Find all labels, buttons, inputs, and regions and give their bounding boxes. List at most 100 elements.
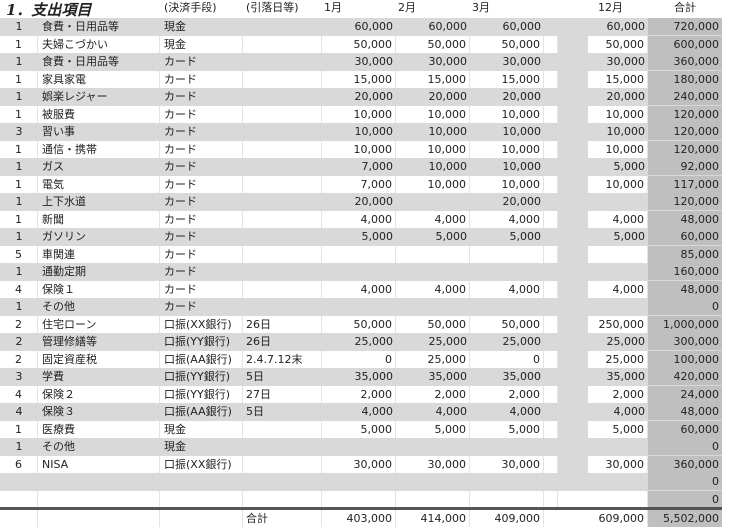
row-total[interactable]: 48,000	[648, 210, 722, 228]
debit-date[interactable]	[243, 88, 322, 105]
amount-feb[interactable]: 35,000	[428, 370, 468, 383]
amount-dec[interactable]: 50,000	[588, 35, 648, 53]
row-total[interactable]: 120,000	[648, 105, 722, 123]
payment-method[interactable]: カード	[164, 55, 197, 68]
amount-mar[interactable]: 50,000	[470, 315, 544, 333]
amount-jan[interactable]: 30,000	[322, 455, 396, 473]
item-name[interactable]: 食費・日用品等	[42, 20, 119, 33]
category-number[interactable]: 1	[15, 195, 23, 208]
item-name[interactable]: 食費・日用品等	[42, 55, 119, 68]
amount-feb[interactable]: 15,000	[396, 70, 470, 88]
amount-jan[interactable]: 20,000	[354, 90, 394, 103]
payment-method[interactable]: 口振(AA銀行)	[164, 405, 232, 418]
category-number[interactable]: 1	[0, 210, 38, 228]
total-m1[interactable]: 403,000	[322, 510, 396, 527]
amount-dec[interactable]: 2,000	[588, 385, 648, 403]
payment-method[interactable]: カード	[160, 245, 243, 263]
amount-mar[interactable]	[470, 298, 544, 315]
amount-jan[interactable]: 10,000	[322, 140, 396, 158]
category-number[interactable]: 5	[0, 245, 38, 263]
category-number[interactable]: 4	[0, 385, 38, 403]
amount-dec[interactable]: 20,000	[606, 90, 646, 103]
amount-mar[interactable]	[470, 490, 544, 508]
total-m2[interactable]: 414,000	[396, 510, 470, 527]
amount-feb[interactable]	[396, 473, 470, 490]
payment-method[interactable]: カード	[160, 105, 243, 123]
amount-dec[interactable]	[588, 298, 648, 315]
category-number[interactable]	[0, 490, 38, 508]
amount-feb[interactable]: 10,000	[396, 175, 470, 193]
payment-method[interactable]: 現金	[160, 420, 243, 438]
amount-feb[interactable]	[396, 298, 470, 315]
item-name[interactable]: 車関連	[38, 245, 160, 263]
amount-mar[interactable]: 10,000	[470, 175, 544, 193]
row-total[interactable]: 117,000	[648, 175, 722, 193]
item-name[interactable]: 上下水道	[42, 195, 86, 208]
debit-date[interactable]	[243, 193, 322, 210]
amount-mar[interactable]: 4,000	[470, 280, 544, 298]
debit-date[interactable]	[243, 175, 322, 193]
amount-jan[interactable]: 4,000	[361, 405, 394, 418]
amount-mar[interactable]: 30,000	[470, 455, 544, 473]
amount-jan[interactable]: 20,000	[354, 195, 394, 208]
payment-method[interactable]: カード	[164, 230, 197, 243]
payment-method[interactable]: カード	[164, 300, 197, 313]
amount-dec[interactable]: 4,000	[588, 210, 648, 228]
amount-jan[interactable]	[322, 490, 396, 508]
amount-jan[interactable]	[322, 263, 396, 280]
row-total[interactable]: 120,000	[648, 123, 722, 140]
amount-jan[interactable]: 7,000	[322, 175, 396, 193]
amount-jan[interactable]	[322, 245, 396, 263]
amount-mar[interactable]: 25,000	[502, 335, 542, 348]
payment-method[interactable]: 口振(XX銀行)	[160, 315, 243, 333]
amount-jan[interactable]: 50,000	[322, 35, 396, 53]
category-number[interactable]: 1	[15, 300, 23, 313]
row-total[interactable]: 120,000	[648, 193, 722, 210]
row-total[interactable]: 48,000	[648, 403, 722, 420]
amount-mar[interactable]: 20,000	[502, 90, 542, 103]
row-total[interactable]: 300,000	[648, 333, 722, 350]
row-total[interactable]: 720,000	[648, 18, 722, 35]
amount-feb[interactable]: 10,000	[396, 140, 470, 158]
amount-dec[interactable]	[588, 438, 648, 455]
debit-date[interactable]	[243, 490, 322, 508]
amount-dec[interactable]: 4,000	[588, 280, 648, 298]
payment-method[interactable]: 現金	[164, 20, 186, 33]
row-total[interactable]: 60,000	[648, 420, 722, 438]
debit-date[interactable]: 26日	[246, 335, 271, 348]
amount-feb[interactable]: 2,000	[396, 385, 470, 403]
amount-mar[interactable]: 4,000	[509, 405, 542, 418]
amount-mar[interactable]: 10,000	[502, 125, 542, 138]
amount-mar[interactable]: 5,000	[470, 420, 544, 438]
amount-mar[interactable]: 10,000	[502, 160, 542, 173]
debit-date[interactable]	[243, 438, 322, 455]
amount-dec[interactable]: 5,000	[588, 420, 648, 438]
category-number[interactable]: 2	[15, 335, 23, 348]
amount-feb[interactable]: 4,000	[396, 280, 470, 298]
amount-dec[interactable]	[588, 193, 648, 210]
amount-jan[interactable]: 35,000	[354, 370, 394, 383]
category-number[interactable]: 1	[0, 420, 38, 438]
category-number[interactable]: 3	[15, 370, 23, 383]
payment-method[interactable]: 口振(AA銀行)	[160, 350, 243, 368]
category-number[interactable]: 1	[15, 20, 23, 33]
category-number[interactable]	[0, 473, 38, 490]
debit-date[interactable]	[243, 298, 322, 315]
amount-feb[interactable]: 10,000	[428, 125, 468, 138]
amount-mar[interactable]: 20,000	[502, 195, 542, 208]
debit-date[interactable]	[243, 263, 322, 280]
category-number[interactable]: 1	[15, 90, 23, 103]
row-total[interactable]: 120,000	[648, 140, 722, 158]
amount-dec[interactable]: 5,000	[613, 160, 646, 173]
amount-jan[interactable]: 4,000	[322, 280, 396, 298]
row-total[interactable]: 0	[648, 473, 722, 490]
row-total[interactable]: 85,000	[648, 245, 722, 263]
amount-dec[interactable]: 35,000	[606, 370, 646, 383]
amount-feb[interactable]: 10,000	[428, 160, 468, 173]
debit-date[interactable]: 26日	[243, 315, 322, 333]
amount-mar[interactable]: 15,000	[470, 70, 544, 88]
amount-feb[interactable]	[396, 263, 470, 280]
row-total[interactable]: 360,000	[648, 53, 722, 70]
amount-jan[interactable]: 60,000	[354, 20, 394, 33]
amount-jan[interactable]: 30,000	[354, 55, 394, 68]
